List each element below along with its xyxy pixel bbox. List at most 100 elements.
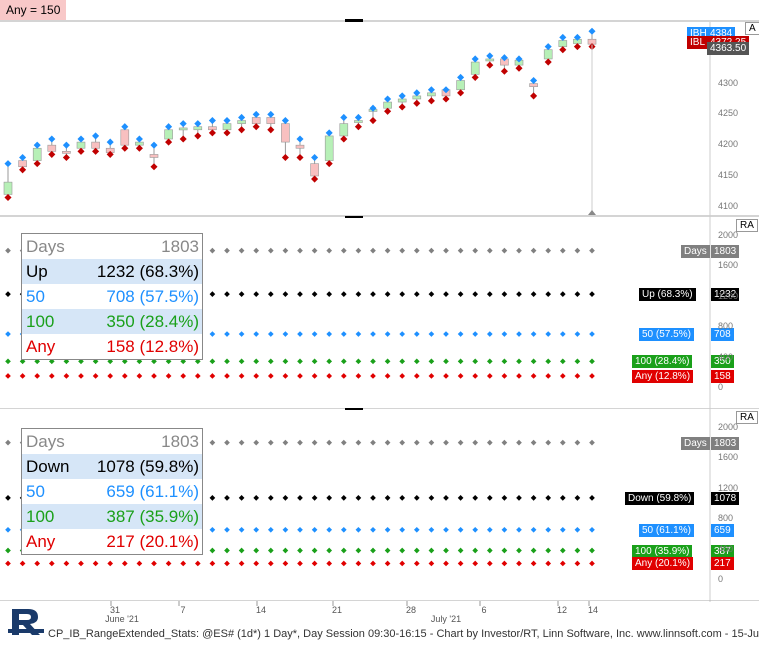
stat-dot xyxy=(224,291,230,297)
stat-tag-value: 659 xyxy=(711,523,734,537)
stat-dot xyxy=(311,526,318,533)
stat-dot xyxy=(370,247,376,254)
stat-dot xyxy=(326,560,333,567)
any-value: 217 (20.1%) xyxy=(106,532,199,551)
ibh-marker xyxy=(500,54,508,62)
ibl-marker xyxy=(354,123,362,131)
stat-dot xyxy=(224,373,230,379)
stat-dot xyxy=(486,373,493,379)
stat-dot xyxy=(501,247,508,254)
stat-dot xyxy=(267,358,274,365)
stat-dot xyxy=(501,291,508,297)
fifty-label: 50 xyxy=(26,482,45,501)
stat-dot xyxy=(399,439,406,446)
stat-dot xyxy=(370,373,376,379)
stat-dot xyxy=(253,373,260,379)
ibl-marker xyxy=(500,67,508,75)
up-stats-table: Days 1803 Up 1232 (68.3%) 50 708 (57.5%) 10… xyxy=(21,233,203,360)
ra-button-1[interactable]: RA xyxy=(736,219,758,232)
stat-dot xyxy=(311,247,318,254)
candle xyxy=(295,135,305,162)
ibl-marker xyxy=(442,95,450,103)
candle xyxy=(208,117,217,137)
stat-dot xyxy=(384,547,391,554)
stat-dot xyxy=(384,439,391,446)
ibh-marker xyxy=(471,55,479,63)
stat-dot xyxy=(370,560,376,567)
ibl-marker xyxy=(325,160,333,168)
price-tick-label: 4100 xyxy=(718,200,739,211)
stat-dot xyxy=(384,495,391,501)
stat-dot xyxy=(589,495,595,501)
stat-dot xyxy=(457,526,464,533)
stat-dot xyxy=(501,560,508,567)
stat-dot xyxy=(384,526,391,533)
ibl-marker xyxy=(208,129,216,137)
stat-dot xyxy=(530,439,537,446)
stat-dot xyxy=(326,373,333,379)
stat-dot xyxy=(516,439,522,446)
up-stats-pane[interactable] xyxy=(0,216,759,410)
a-label[interactable]: A xyxy=(745,22,759,35)
ibl-marker xyxy=(340,135,348,143)
stat-dot xyxy=(574,358,581,365)
ibl-marker xyxy=(267,126,275,134)
stat-dot xyxy=(340,247,347,254)
stat-dot xyxy=(399,247,406,254)
stat-dot xyxy=(384,247,391,254)
up-value: 1232 (68.3%) xyxy=(96,262,199,281)
stat-dot xyxy=(399,358,406,365)
ibh-marker xyxy=(573,33,581,41)
stat-tag-label: 100 (35.9%) xyxy=(632,544,693,558)
hundred-label: 100 xyxy=(26,312,55,331)
stat-dot xyxy=(267,560,274,567)
fifty-value: 708 (57.5%) xyxy=(106,287,199,306)
stat-dot xyxy=(326,547,333,554)
candle xyxy=(441,86,451,103)
stat-dot xyxy=(472,547,479,554)
candle xyxy=(412,89,422,107)
ibh-marker xyxy=(530,76,538,85)
ibh-marker xyxy=(208,117,216,125)
ibl-marker xyxy=(121,144,129,152)
stat-dot xyxy=(428,495,435,501)
stat-dot xyxy=(238,358,245,365)
stat-dot xyxy=(340,547,347,554)
stat-dot xyxy=(326,526,333,533)
stat-tag-label: 100 (28.4%) xyxy=(632,355,693,369)
ra-button-2[interactable]: RA xyxy=(736,411,758,424)
stat-dot xyxy=(428,547,435,554)
price-pane[interactable] xyxy=(0,0,759,220)
ibl-marker xyxy=(311,175,319,183)
ibl-marker xyxy=(179,135,187,143)
stat-dot xyxy=(559,547,566,554)
stat-dot xyxy=(121,560,128,567)
stat-dot xyxy=(589,526,595,533)
stat-dot xyxy=(589,247,595,254)
ibl-marker xyxy=(62,153,70,162)
stat-dot xyxy=(209,547,216,554)
down-stats-pane[interactable] xyxy=(0,408,759,602)
days-label: Days xyxy=(26,432,65,451)
candle xyxy=(500,54,509,75)
stat-dot xyxy=(63,560,70,567)
stat-dot xyxy=(486,560,493,567)
stat-dot xyxy=(297,439,303,446)
stat-dot xyxy=(267,247,274,254)
days-label: Days xyxy=(26,237,65,256)
ibl-marker xyxy=(544,58,552,66)
stat-dot xyxy=(384,560,391,567)
stat-dot xyxy=(501,526,508,533)
last-price-tag: 4363.50 xyxy=(707,42,750,55)
stat-dot xyxy=(413,291,420,297)
fifty-row: 50 659 (61.1%) xyxy=(22,479,202,504)
up-label: Up xyxy=(26,262,48,281)
ibl-marker xyxy=(135,144,143,152)
stat-dot xyxy=(151,373,157,379)
x-tick-label: June '21 xyxy=(105,614,139,624)
stat-dot xyxy=(267,439,274,446)
stat-tick-label: 2000 xyxy=(718,421,739,432)
stat-dot xyxy=(486,247,493,254)
candle xyxy=(91,132,100,155)
